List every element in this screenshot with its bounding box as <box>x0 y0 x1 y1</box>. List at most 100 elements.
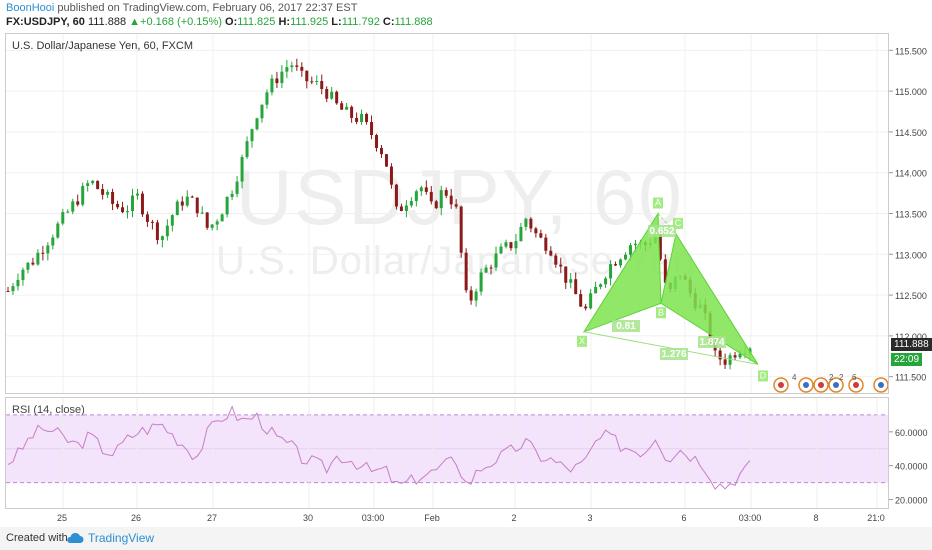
candle-body <box>330 91 334 99</box>
candle-body <box>56 223 60 238</box>
last-price: 111.888 <box>87 16 127 28</box>
time-tick-label: 03:00 <box>362 513 385 523</box>
close-label: C: <box>382 16 395 28</box>
price-tick-label: 112.500 <box>895 291 927 301</box>
last-price-tag: 111.888 <box>891 338 932 352</box>
candle-body <box>584 306 588 309</box>
candle-body <box>6 291 10 293</box>
rsi-tick-label: 60.0000 <box>895 428 928 438</box>
candle-body <box>509 242 513 249</box>
candle-body <box>315 81 319 83</box>
candle-body <box>180 201 184 206</box>
time-tick-label: 8 <box>813 513 818 523</box>
tradingview-brand[interactable]: TradingView <box>88 531 155 545</box>
publish-line: BoonHooi published on TradingView.com, F… <box>6 2 357 14</box>
candle-body <box>290 65 294 68</box>
candle-body <box>514 241 518 249</box>
candle-body <box>738 353 742 358</box>
candle-body <box>529 218 533 229</box>
candle-body <box>434 201 438 209</box>
change-up-icon: ▲ <box>129 16 141 28</box>
time-tick-label: 21:0 <box>867 513 885 523</box>
candle-body <box>275 78 279 84</box>
event-icon-dot <box>878 382 884 388</box>
candle-body <box>524 218 528 227</box>
candle-body <box>589 293 593 309</box>
time-tick-label: 27 <box>207 513 217 523</box>
pattern-point-d: D <box>758 370 768 382</box>
pattern-ratio-label: 1.874 <box>699 337 724 348</box>
candle-body <box>728 355 732 365</box>
pattern-point-badge <box>673 217 683 229</box>
candle-body <box>389 166 393 185</box>
rsi-line <box>7 405 751 490</box>
time-tick-label: Feb <box>424 513 440 523</box>
pattern-ratio-badge <box>698 336 726 348</box>
candle-body <box>121 207 125 213</box>
candle-body <box>539 233 543 238</box>
rsi-title: RSI (14, close) <box>12 404 85 416</box>
pattern-point-badge <box>758 370 768 382</box>
price-change: +0.168 (+0.15%) <box>140 16 222 28</box>
candle-body <box>130 195 134 211</box>
candle-body <box>360 114 364 122</box>
candle-body <box>609 264 613 279</box>
pattern-ratio-label: 0.81 <box>616 321 636 332</box>
candle-body <box>255 118 259 130</box>
candle-body <box>444 190 448 196</box>
chart-header: BoonHooi published on TradingView.com, F… <box>0 0 932 32</box>
price-chart-pane[interactable]: USDJPY, 60 U.S. Dollar/Japanese Yen X A B C… <box>5 33 889 394</box>
candle-body <box>225 196 229 215</box>
candle-body <box>409 201 413 206</box>
rsi-chart[interactable] <box>6 398 888 508</box>
rsi-tick-label: 40.0000 <box>895 462 928 472</box>
candle-body <box>76 201 80 205</box>
price-tick-label: 115.500 <box>895 46 927 56</box>
candle-body <box>61 212 65 224</box>
event-icon-dot <box>833 382 839 388</box>
candle-body <box>479 272 483 292</box>
candle-body <box>335 91 339 104</box>
candle-body <box>733 355 737 358</box>
candle-body <box>345 106 349 110</box>
candle-body <box>559 264 563 267</box>
candle-body <box>150 221 154 223</box>
countdown-tag: 22:09 <box>891 353 923 367</box>
candle-body <box>534 228 538 234</box>
candle-body <box>140 193 144 215</box>
candle-body <box>195 197 199 214</box>
candle-body <box>41 252 45 254</box>
candle-body <box>66 211 70 213</box>
candle-body <box>210 224 214 228</box>
candle-body <box>628 245 632 255</box>
author-link[interactable]: BoonHooi <box>6 2 55 14</box>
price-tick-label: 114.500 <box>895 128 927 138</box>
low-label: L: <box>331 16 342 28</box>
candle-body <box>569 279 573 283</box>
time-tick-label: 3 <box>587 513 592 523</box>
candle-body <box>71 201 75 212</box>
candle-body <box>96 180 100 190</box>
pattern-ratio-badge <box>660 348 688 360</box>
time-axis[interactable]: 25 26 27 30 03:00 Feb 2 3 6 03:00 8 21:0 <box>5 509 889 527</box>
price-axis[interactable]: 115.500 115.000 114.500 114.000 113.500 113.0… <box>889 33 932 509</box>
candle-body <box>175 201 179 216</box>
candle-body <box>165 225 169 237</box>
candle-body <box>340 103 344 110</box>
candle-body <box>260 104 264 119</box>
candle-body <box>370 122 374 136</box>
time-tick-label: 6 <box>681 513 686 523</box>
candle-body <box>21 269 25 280</box>
candle-body <box>663 259 667 283</box>
candle-body <box>320 81 324 89</box>
candle-body <box>399 206 403 211</box>
rsi-pane[interactable]: RSI (14, close) <box>5 397 889 509</box>
candle-body <box>633 243 637 246</box>
candle-body <box>81 185 85 205</box>
candle-body <box>544 237 548 251</box>
pattern-ratio-badge <box>612 320 640 332</box>
time-tick-label: 25 <box>57 513 67 523</box>
published-text: published on TradingView.com, February 0… <box>57 2 358 14</box>
candle-body <box>424 187 428 192</box>
